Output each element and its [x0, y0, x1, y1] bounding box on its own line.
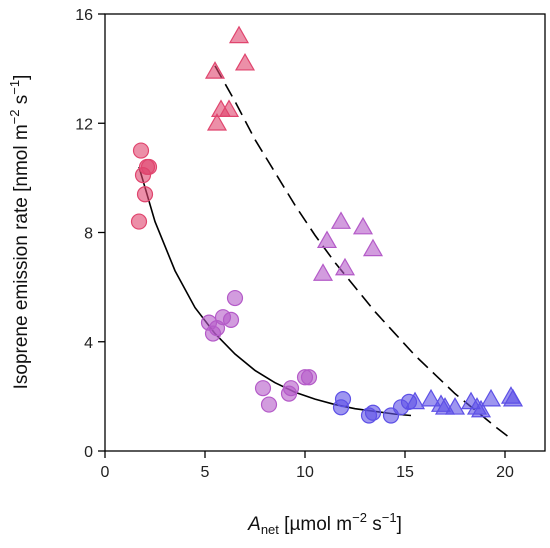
triangle-point: [316, 230, 338, 249]
circle-point: [300, 369, 318, 386]
triangle-point: [234, 52, 256, 71]
y-axis-label: Isoprene emission rate [nmol m−2 s−1]: [7, 75, 32, 390]
dashed-fit-line: [214, 65, 512, 440]
y-tick-label: 0: [84, 444, 93, 461]
circle-point: [254, 380, 272, 397]
circle-point: [282, 380, 300, 397]
x-tick-label: 20: [496, 464, 514, 481]
x-axis-label: Anet [µmol m−2 s−1]: [247, 510, 402, 537]
triangle-point: [362, 238, 384, 257]
circle-point: [222, 311, 240, 328]
triangle-point: [330, 211, 352, 229]
triangle-point: [334, 257, 356, 276]
triangle-point: [312, 263, 334, 281]
y-tick-label: 8: [84, 226, 93, 243]
triangle-point: [204, 61, 226, 79]
circle-point: [140, 158, 158, 176]
triangle-point: [444, 397, 466, 415]
triangle-point: [228, 25, 250, 44]
x-axis: 0 5 10 15 20: [101, 451, 514, 481]
data-points: [130, 25, 524, 424]
plot-frame: [104, 13, 546, 452]
triangle-point: [420, 388, 442, 407]
circle-point: [260, 396, 278, 413]
triangle-point: [206, 113, 228, 131]
y-tick-label: 4: [84, 335, 93, 352]
triangle-point: [470, 399, 492, 418]
triangle-point: [480, 388, 502, 407]
fit-lines: [138, 65, 512, 440]
x-tick-label: 15: [396, 464, 414, 481]
x-tick-label: 10: [296, 464, 314, 481]
triangle-point: [404, 391, 426, 410]
circle-point: [364, 404, 382, 421]
solid-fit-line: [138, 166, 412, 417]
y-axis: 0 4 8 12 16: [75, 7, 105, 461]
x-tick-label: 5: [201, 464, 210, 481]
circle-point: [334, 391, 352, 408]
circle-point: [226, 289, 244, 307]
triangle-point: [502, 388, 524, 407]
triangle-point: [352, 216, 374, 235]
y-tick-label: 16: [75, 7, 93, 24]
circle-point: [130, 213, 148, 230]
y-tick-label: 12: [75, 116, 93, 133]
circle-point: [132, 142, 150, 159]
circle-point: [136, 186, 154, 203]
triangle-point: [218, 99, 240, 117]
x-tick-label: 0: [101, 464, 110, 481]
